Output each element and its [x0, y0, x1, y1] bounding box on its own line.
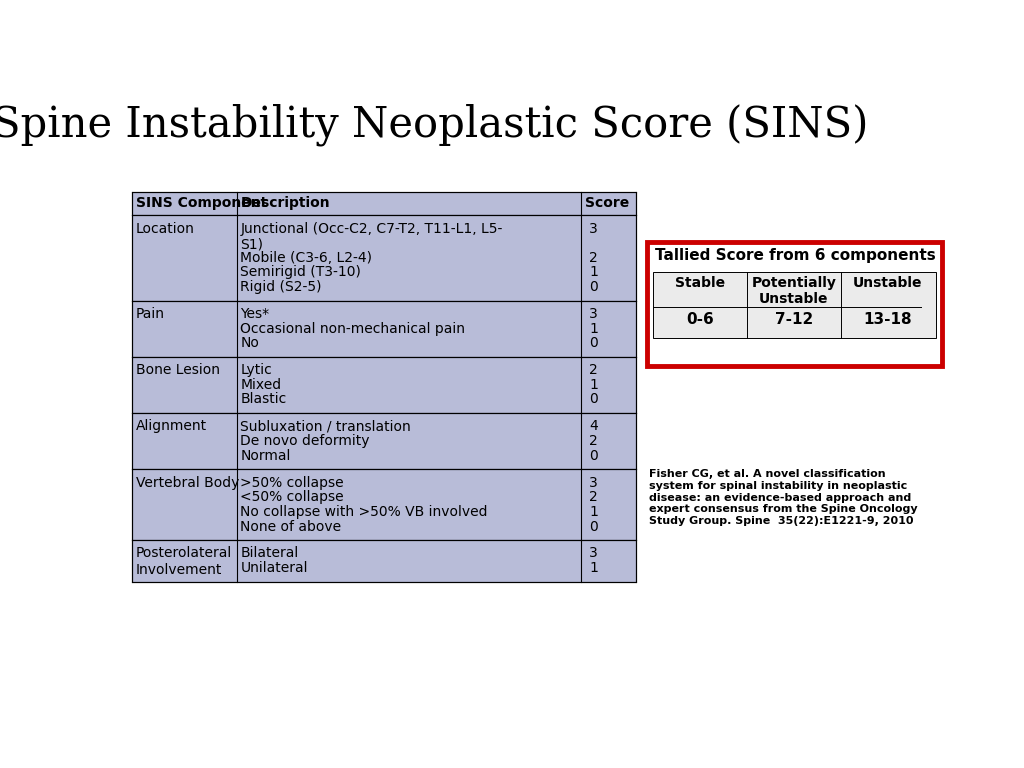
- Text: Normal: Normal: [241, 449, 291, 462]
- Text: Spine Instability Neoplastic Score (SINS): Spine Instability Neoplastic Score (SINS…: [0, 104, 868, 146]
- Text: Tallied Score from 6 components: Tallied Score from 6 components: [655, 249, 936, 263]
- Text: Alignment: Alignment: [136, 419, 207, 433]
- Text: No collapse with >50% VB involved: No collapse with >50% VB involved: [241, 505, 487, 519]
- Bar: [132, 541, 636, 582]
- Text: Yes*: Yes*: [241, 307, 269, 321]
- Text: SINS Component: SINS Component: [136, 196, 267, 210]
- Text: Mobile (C3-6, L2-4): Mobile (C3-6, L2-4): [241, 251, 373, 265]
- Text: Posterolateral
Involvement: Posterolateral Involvement: [136, 547, 232, 577]
- Text: <50% collapse: <50% collapse: [241, 490, 344, 505]
- Text: 13-18: 13-18: [863, 312, 911, 326]
- Text: Vertebral Body: Vertebral Body: [136, 475, 240, 490]
- Text: 3: 3: [589, 307, 598, 321]
- Text: 0: 0: [589, 280, 598, 294]
- Text: Score: Score: [586, 196, 630, 210]
- Text: 2: 2: [589, 363, 598, 377]
- Text: 0: 0: [589, 336, 598, 350]
- Text: 1: 1: [589, 322, 598, 336]
- Text: 4: 4: [589, 419, 598, 433]
- Text: Blastic: Blastic: [241, 392, 287, 406]
- Text: 7-12: 7-12: [774, 312, 813, 326]
- Text: Occasional non-mechanical pain: Occasional non-mechanical pain: [241, 322, 465, 336]
- Text: No: No: [241, 336, 259, 350]
- Text: Semirigid (T3-10): Semirigid (T3-10): [241, 266, 361, 280]
- Text: 0: 0: [589, 449, 598, 462]
- Text: 2: 2: [589, 490, 598, 505]
- Text: Unilateral: Unilateral: [241, 561, 308, 575]
- Bar: [132, 301, 636, 357]
- Text: 3: 3: [589, 547, 598, 561]
- Text: 2: 2: [589, 251, 598, 265]
- Text: Mixed: Mixed: [241, 378, 282, 392]
- Bar: [132, 357, 636, 413]
- Text: Subluxation / translation: Subluxation / translation: [241, 419, 411, 433]
- Text: Stable: Stable: [675, 276, 725, 290]
- Text: Location: Location: [136, 221, 195, 236]
- Text: Bilateral: Bilateral: [241, 547, 299, 561]
- Text: Pain: Pain: [136, 307, 165, 321]
- Text: 3: 3: [589, 221, 598, 236]
- Text: De novo deformity: De novo deformity: [241, 434, 370, 448]
- Text: 2: 2: [589, 434, 598, 448]
- Text: Potentially
Unstable: Potentially Unstable: [752, 276, 837, 306]
- Text: 1: 1: [589, 561, 598, 575]
- Bar: [132, 192, 636, 215]
- Text: 0: 0: [589, 519, 598, 534]
- Text: Unstable: Unstable: [853, 276, 923, 290]
- Text: >50% collapse: >50% collapse: [241, 475, 344, 490]
- Text: Fisher CG, et al. A novel classification
system for spinal instability in neopla: Fisher CG, et al. A novel classification…: [649, 469, 918, 526]
- Text: Lytic: Lytic: [241, 363, 272, 377]
- Text: Description: Description: [241, 196, 330, 210]
- Text: 1: 1: [589, 266, 598, 280]
- Text: 1: 1: [589, 505, 598, 519]
- Text: Junctional (Occ-C2, C7-T2, T11-L1, L5-
S1): Junctional (Occ-C2, C7-T2, T11-L1, L5- S…: [241, 221, 503, 252]
- Text: 3: 3: [589, 475, 598, 490]
- Text: None of above: None of above: [241, 519, 341, 534]
- Text: Rigid (S2-5): Rigid (S2-5): [241, 280, 322, 294]
- Text: 1: 1: [589, 378, 598, 392]
- Text: 0: 0: [589, 392, 598, 406]
- Text: Bone Lesion: Bone Lesion: [136, 363, 220, 377]
- Bar: [132, 413, 636, 469]
- Text: 0-6: 0-6: [686, 312, 714, 326]
